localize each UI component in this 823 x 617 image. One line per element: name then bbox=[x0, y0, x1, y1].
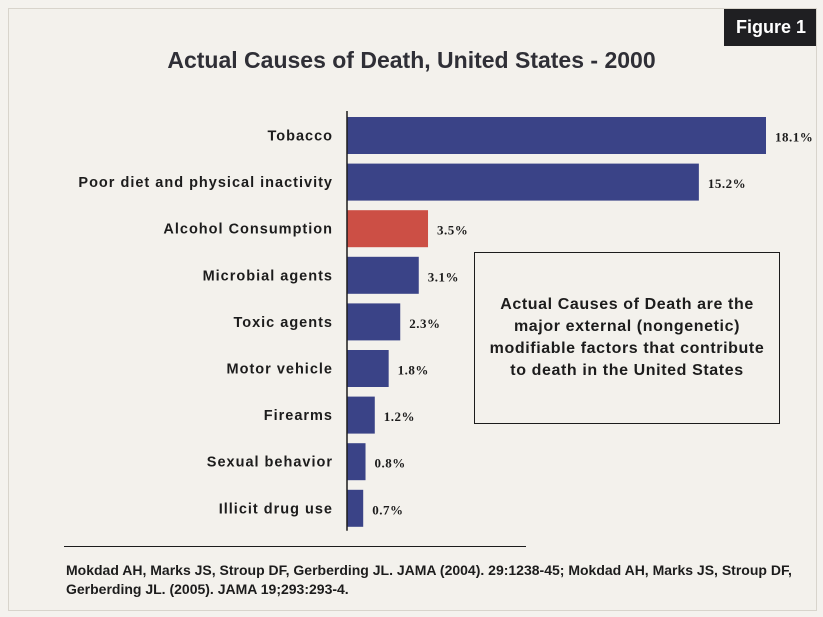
bar-4 bbox=[347, 256, 419, 294]
data-label-8: 0.8% bbox=[375, 456, 406, 471]
data-label-3: 3.5% bbox=[437, 223, 468, 238]
citation: Mokdad AH, Marks JS, Stroup DF, Gerberdi… bbox=[66, 562, 792, 597]
category-label-8: Sexual behavior bbox=[207, 455, 333, 471]
category-label-6: Motor vehicle bbox=[227, 362, 333, 378]
category-label-7: Firearms bbox=[264, 408, 333, 424]
bar-7 bbox=[347, 396, 375, 434]
data-label-9: 0.7% bbox=[372, 502, 403, 517]
data-label-1: 18.1% bbox=[775, 130, 813, 145]
chart-title: Actual Causes of Death, United States - … bbox=[167, 47, 656, 73]
data-label-6: 1.8% bbox=[398, 363, 429, 378]
note-text: Actual Causes of Death are the major ext… bbox=[489, 296, 765, 379]
category-label-9: Illicit drug use bbox=[219, 501, 333, 517]
bar-8 bbox=[347, 443, 366, 481]
category-label-1: Tobacco bbox=[267, 129, 333, 145]
note-box: Actual Causes of Death are the major ext… bbox=[474, 252, 780, 424]
bar-5 bbox=[347, 303, 401, 341]
category-label-2: Poor diet and physical inactivity bbox=[78, 175, 333, 191]
category-label-3: Alcohol Consumption bbox=[163, 222, 333, 238]
bar-2 bbox=[347, 163, 699, 201]
citation-divider bbox=[64, 546, 526, 547]
data-label-5: 2.3% bbox=[409, 316, 440, 331]
category-label-4: Microbial agents bbox=[203, 268, 333, 284]
category-label-5: Toxic agents bbox=[233, 315, 333, 331]
data-label-7: 1.2% bbox=[384, 409, 415, 424]
figure-badge: Figure 1 bbox=[723, 9, 816, 46]
data-label-4: 3.1% bbox=[428, 269, 459, 284]
figure-frame: Figure 1 bbox=[8, 8, 817, 611]
data-label-2: 15.2% bbox=[708, 176, 746, 191]
bar-3 bbox=[347, 210, 429, 248]
bar-1 bbox=[347, 117, 766, 154]
bar-6 bbox=[347, 350, 389, 387]
bar-9 bbox=[347, 489, 364, 527]
